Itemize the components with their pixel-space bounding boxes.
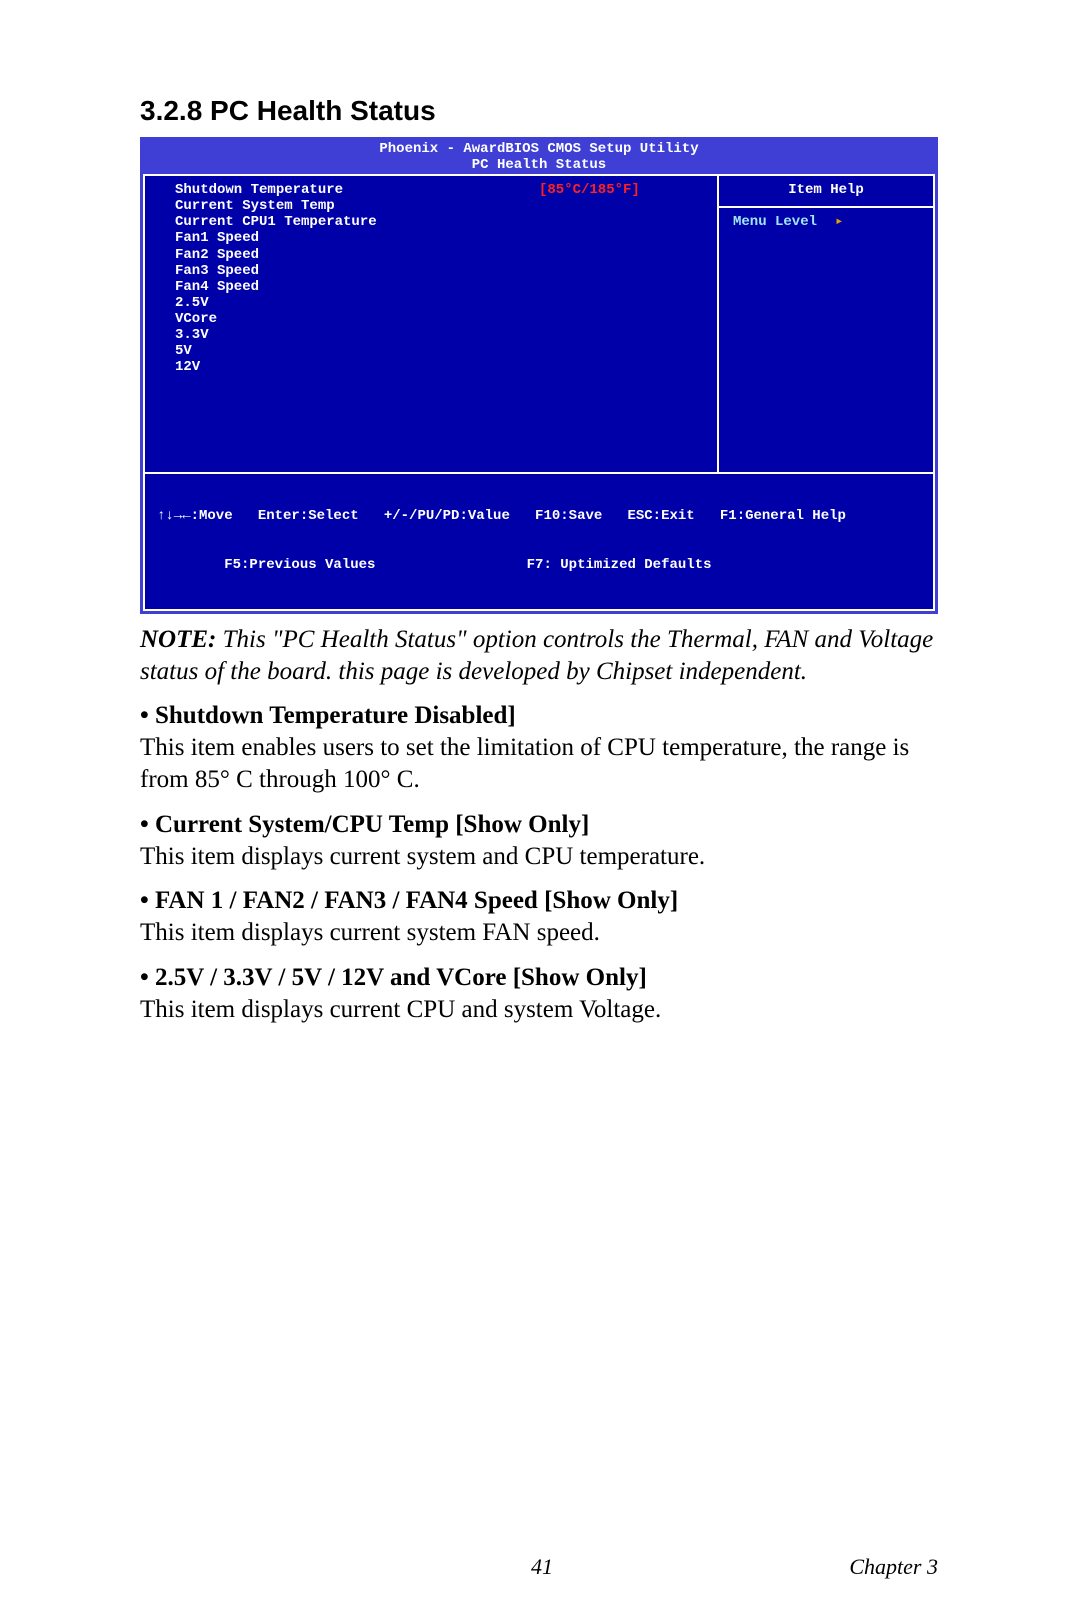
bios-item-value [539, 198, 709, 214]
doc-item-title: • FAN 1 / FAN2 / FAN3 / FAN4 Speed [Show… [140, 887, 940, 915]
bios-item-label: Shutdown Temperature [175, 182, 539, 198]
doc-item-desc: This item displays current system FAN sp… [140, 917, 940, 950]
bios-item-label: 2.5V [175, 295, 539, 311]
bios-item-label: VCore [175, 311, 539, 327]
bios-item-fan3[interactable]: Fan3 Speed [145, 263, 717, 279]
note-body: This "PC Health Status" option controls … [140, 626, 933, 685]
bios-item-shutdown-temp[interactable]: Shutdown Temperature [85°C/185°F] [145, 182, 717, 198]
doc-item-desc: This item enables users to set the limit… [140, 732, 940, 797]
bios-item-fan1[interactable]: Fan1 Speed [145, 230, 717, 246]
page-number: 41 [531, 1554, 553, 1580]
doc-item-current-temp: • Current System/CPU Temp [Show Only] Th… [140, 811, 940, 874]
bios-item-system-temp[interactable]: Current System Temp [145, 198, 717, 214]
bios-item-2p5v[interactable]: 2.5V [145, 295, 717, 311]
bios-item-label: 5V [175, 343, 539, 359]
bios-title-line2: PC Health Status [143, 157, 935, 173]
document-page: 3.2.8 PC Health Status Phoenix - AwardBI… [0, 0, 1080, 1086]
menu-level-row: Menu Level ▸ [719, 206, 933, 230]
bios-item-fan2[interactable]: Fan2 Speed [145, 247, 717, 263]
bios-item-label: Current CPU1 Temperature [175, 214, 539, 230]
bios-title-line1: Phoenix - AwardBIOS CMOS Setup Utility [143, 141, 935, 157]
bios-item-value [539, 214, 709, 230]
doc-item-voltage: • 2.5V / 3.3V / 5V / 12V and VCore [Show… [140, 964, 940, 1027]
bios-header: Phoenix - AwardBIOS CMOS Setup Utility P… [143, 140, 935, 174]
bios-item-12v[interactable]: 12V [145, 359, 717, 375]
bios-item-label: Current System Temp [175, 198, 539, 214]
bios-item-value [539, 295, 709, 311]
bios-item-5v[interactable]: 5V [145, 343, 717, 359]
bios-item-value [539, 247, 709, 263]
note-paragraph: NOTE: This "PC Health Status" option con… [140, 624, 940, 688]
bios-item-label: 3.3V [175, 327, 539, 343]
bios-item-value [539, 311, 709, 327]
bios-item-value [539, 359, 709, 375]
bios-item-label: Fan4 Speed [175, 279, 539, 295]
bios-item-value: [85°C/185°F] [539, 182, 709, 198]
doc-item-title: • Current System/CPU Temp [Show Only] [140, 811, 940, 839]
bios-screenshot: Phoenix - AwardBIOS CMOS Setup Utility P… [140, 137, 938, 614]
bios-footer: ↑↓→←:Move Enter:Select +/-/PU/PD:Value F… [143, 474, 935, 611]
doc-item-title: • Shutdown Temperature Disabled] [140, 702, 940, 730]
doc-item-desc: This item displays current system and CP… [140, 841, 940, 874]
bios-item-3p3v[interactable]: 3.3V [145, 327, 717, 343]
bios-item-fan4[interactable]: Fan4 Speed [145, 279, 717, 295]
item-help-heading: Item Help [719, 182, 933, 204]
menu-level-label: Menu Level [733, 214, 817, 230]
note-lead: NOTE: [140, 626, 216, 653]
bios-item-value [539, 279, 709, 295]
bios-item-value [539, 343, 709, 359]
chapter-label: Chapter 3 [849, 1554, 938, 1580]
doc-item-desc: This item displays current CPU and syste… [140, 994, 940, 1027]
bios-item-vcore[interactable]: VCore [145, 311, 717, 327]
doc-item-title: • 2.5V / 3.3V / 5V / 12V and VCore [Show… [140, 964, 940, 992]
bios-left-pane: Shutdown Temperature [85°C/185°F] Curren… [143, 174, 717, 474]
bios-item-value [539, 327, 709, 343]
bios-item-label: 12V [175, 359, 539, 375]
bios-footer-line2: F5:Previous Values F7: Uptimized Default… [157, 557, 921, 573]
bios-item-label: Fan1 Speed [175, 230, 539, 246]
bios-item-value [539, 263, 709, 279]
bios-item-label: Fan2 Speed [175, 247, 539, 263]
section-heading: 3.2.8 PC Health Status [140, 95, 940, 127]
bios-item-label: Fan3 Speed [175, 263, 539, 279]
bios-item-cpu1-temp[interactable]: Current CPU1 Temperature [145, 214, 717, 230]
doc-item-fan-speed: • FAN 1 / FAN2 / FAN3 / FAN4 Speed [Show… [140, 887, 940, 950]
doc-item-shutdown-temp: • Shutdown Temperature Disabled] This it… [140, 702, 940, 797]
menu-level-arrow-icon: ▸ [835, 214, 843, 230]
bios-footer-line1: ↑↓→←:Move Enter:Select +/-/PU/PD:Value F… [157, 508, 921, 524]
bios-item-value [539, 230, 709, 246]
bios-body: Shutdown Temperature [85°C/185°F] Curren… [143, 174, 935, 474]
bios-right-pane: Item Help Menu Level ▸ [717, 174, 935, 474]
